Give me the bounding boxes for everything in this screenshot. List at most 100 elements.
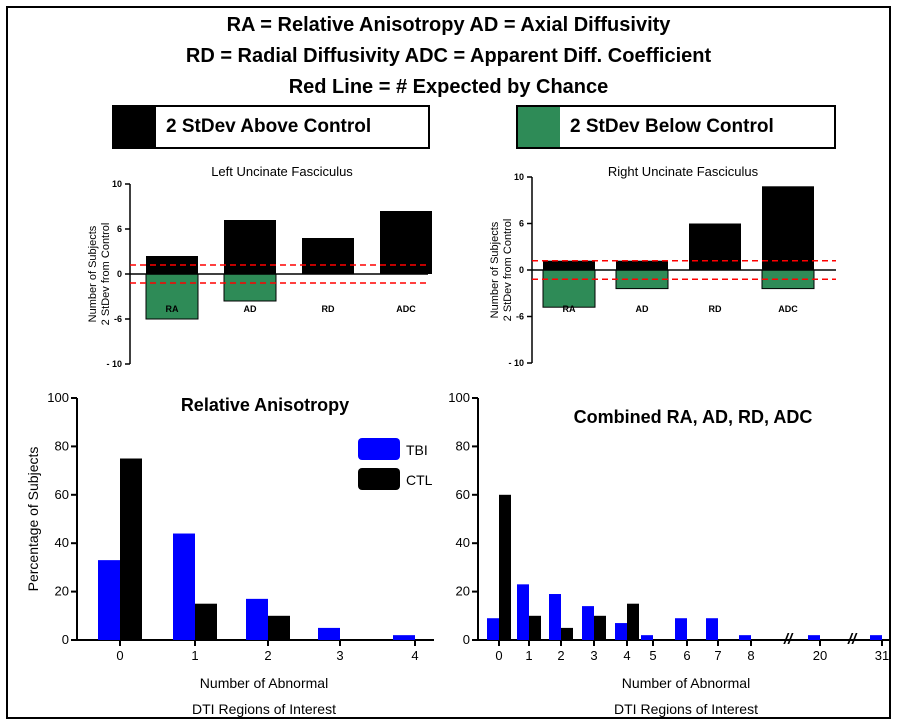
chart3-x-tick-label: 4 [411,648,418,663]
chart3-bar-tbi-2 [246,598,268,640]
chart2-bar-above-ra [543,260,595,270]
chart4-x-tick-label: 6 [683,648,690,663]
legend-swatch-below [518,107,560,147]
chart4-x-tick-label: 3 [590,648,597,663]
chart2-y-label: 2 StDev from Control [502,219,514,322]
chart4-x-label: DTI Regions of Interest [614,701,758,717]
figure-frame [6,6,891,719]
chart3-bar-ctl-0 [120,458,142,640]
chart2-category-label: RD [709,304,722,314]
chart4-bar-tbi-8 [739,635,751,640]
chart4-y-tick-label: 0 [463,632,470,647]
chart2-category-label: ADC [778,304,798,314]
legend-label-tbi: TBI [406,442,428,458]
chart4-y-tick-label: 80 [456,438,470,453]
legend-swatch-ctl [358,468,400,490]
chart2-bar-above-adc [762,186,814,270]
chart3-x-label: DTI Regions of Interest [192,701,336,717]
chart3-y-tick-label: 0 [62,632,69,647]
chart4-x-tick-label: 31 [875,648,889,663]
legend-label-ctl: CTL [406,472,433,488]
chart4-bar-tbi-0 [487,618,499,640]
chart1-category-label: AD [244,304,257,314]
chart1-y-tick-label: -6 [114,314,122,324]
chart1-bar-above-adc [380,211,432,274]
chart3-bar-ctl-1 [195,603,217,640]
chart3-bar-tbi-0 [98,560,120,640]
chart4-bar-tbi-4 [615,623,627,640]
chart4-bar-tbi-7 [706,618,718,640]
chart1-title: Left Uncinate Fasciculus [211,164,353,179]
chart4-x-label: Number of Abnormal [622,675,750,691]
chart2-category-label: RA [563,304,576,314]
chart3-x-label: Number of Abnormal [200,675,328,691]
chart2-title: Right Uncinate Fasciculus [608,164,759,179]
chart1-bar-above-ad [224,220,276,274]
chart3-x-tick-label: 0 [116,648,123,663]
chart4-y-tick-label: 100 [448,390,470,405]
chart2-bar-above-rd [689,223,741,270]
chart4-x-tick-label: 20 [813,648,827,663]
chart4-bar-tbi-20 [808,635,820,640]
chart4-axis-break-mark: // [847,631,858,648]
chart2-y-tick-label: 10 [514,172,524,182]
chart3-bar-ctl-2 [268,615,290,640]
chart3-y-tick-label: 20 [55,584,69,599]
chart4-axis-break-mark: // [783,631,794,648]
chart1-category-label: ADC [396,304,416,314]
chart3-y-tick-label: 100 [47,390,69,405]
chart1-y-tick-label: 10 [112,179,122,189]
chart4-title: Combined RA, AD, RD, ADC [574,407,813,427]
header-line-3: Red Line = # Expected by Chance [288,76,609,98]
chart3-y-label: Percentage of Subjects [25,447,41,592]
chart2-y-tick-label: 6 [519,219,524,229]
chart3-bar-tbi-1 [173,533,195,640]
chart1-category-label: RD [322,304,335,314]
chart1-y-tick-label: 0 [117,269,122,279]
legend-swatch-above [114,107,156,147]
chart3-bar-tbi-3 [318,627,340,640]
legend-box-above: 2 StDev Above Control [112,105,430,149]
chart2-bar-below-ra [542,269,596,308]
chart4-bar-tbi-6 [675,618,687,640]
chart1-y-tick-label: 6 [117,224,122,234]
chart1-y-tick-label: - 10 [106,359,122,369]
chart2-y-tick-label: 0 [519,265,524,275]
chart3-y-tick-label: 40 [55,535,69,550]
legend-label-below: 2 StDev Below Control [570,116,774,137]
chart4-bar-ctl-0 [499,494,511,640]
chart3-x-tick-label: 1 [191,648,198,663]
chart4-x-tick-label: 1 [525,648,532,663]
chart4-x-tick-label: 5 [649,648,656,663]
chart4-bar-ctl-2 [561,627,573,640]
chart1-bar-above-rd [302,238,354,274]
chart1-y-label: Number of Subjects [87,225,99,322]
chart1-bar-below-ad [223,273,277,302]
chart4-bar-tbi-3 [582,606,594,640]
chart4-bar-tbi-1 [517,584,529,640]
chart4-y-tick-label: 60 [456,487,470,502]
chart4-bar-tbi-2 [549,594,561,640]
chart4-bar-ctl-1 [529,615,541,640]
chart4-x-tick-label: 4 [623,648,630,663]
chart3-title: Relative Anisotropy [181,395,349,415]
header-line-2: RD = Radial Diffusivity ADC = Apparent D… [185,45,712,67]
chart4-bar-ctl-4 [627,603,639,640]
chart4-x-tick-label: 7 [714,648,721,663]
chart3-y-tick-label: 60 [55,487,69,502]
legend-box-below: 2 StDev Below Control [516,105,836,149]
chart2-bar-above-ad [616,260,668,270]
chart3-x-tick-label: 2 [264,648,271,663]
chart4-y-tick-label: 20 [456,584,470,599]
chart2-y-tick-label: - 10 [508,358,524,368]
chart4-y-tick-label: 40 [456,535,470,550]
chart3-y-tick-label: 80 [55,438,69,453]
chart4-bar-tbi-31 [870,635,882,640]
chart3-x-tick-label: 3 [336,648,343,663]
chart4-x-tick-label: 2 [557,648,564,663]
chart4-bar-ctl-3 [594,615,606,640]
chart2-y-tick-label: -6 [516,312,524,322]
legend-swatch-tbi [358,438,400,460]
chart4-bar-tbi-5 [641,635,653,640]
